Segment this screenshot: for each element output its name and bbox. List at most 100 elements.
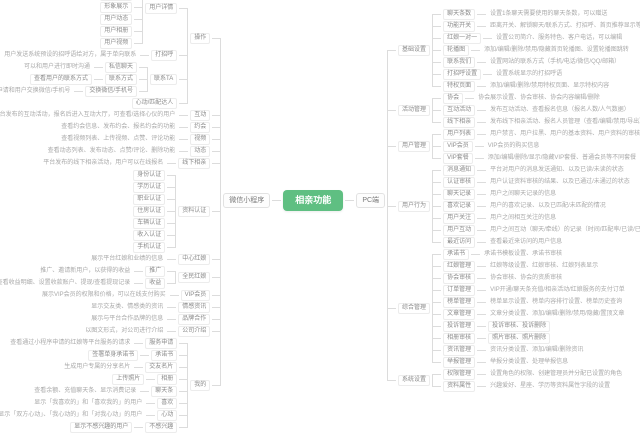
mindmap-node[interactable]: 承诺书	[151, 349, 178, 361]
mindmap-desc-leaf[interactable]: 协会展示设置、协会审核、协会内容编辑/删除	[478, 94, 600, 101]
mindmap-node[interactable]: 资料属性	[443, 380, 476, 392]
mindmap-node[interactable]: 推广	[145, 265, 166, 277]
mindmap-desc-leaf[interactable]: 推广、邀请新用户，以获得的收益	[40, 267, 131, 274]
mindmap-node[interactable]: 榜单管理	[443, 296, 476, 308]
mindmap-node[interactable]: 交换微信/手机号	[85, 85, 138, 97]
mindmap-desc-leaf[interactable]: 设置角色的权限、创建管理员并分配已设置的角色	[490, 370, 623, 377]
mindmap-node[interactable]: 线下相亲	[443, 116, 476, 128]
mindmap-desc-leaf[interactable]: 设置系统显示的打招呼语	[496, 70, 563, 77]
mindmap-desc-leaf[interactable]: 查看余额、充值聊天条、显示消费记录	[34, 387, 137, 394]
mindmap-node[interactable]: 全民红娘	[178, 271, 211, 283]
mindmap-node[interactable]: 收入认证	[133, 229, 166, 241]
mindmap-desc-leaf[interactable]: VIP会员的购买信息	[487, 142, 540, 149]
mindmap-node[interactable]: 身份认证	[133, 169, 166, 181]
mindmap-node[interactable]: 用户视频	[100, 37, 133, 49]
mindmap-desc-leaf[interactable]: 用户之间聊天记录的信息	[490, 190, 557, 197]
mindmap-node[interactable]: 显示不感兴趣的用户	[70, 421, 133, 433]
mindmap-node[interactable]: 情感资讯	[178, 301, 211, 313]
mindmap-desc-leaf[interactable]: 距离开关、解锁聊天/联系方式、打招呼、首页推荐显示等功能的设置	[490, 22, 640, 29]
mindmap-desc-leaf[interactable]: 发布互动活动、查看报名信息（报名人数/人气数据）	[490, 106, 630, 113]
mindmap-node[interactable]: 上传照片	[112, 373, 145, 385]
mindmap-node[interactable]: 联系我们	[443, 56, 476, 68]
mindmap-node[interactable]: 基础设置	[398, 44, 431, 56]
mindmap-desc-leaf[interactable]: 查看最近来访问的用户信息	[490, 238, 563, 245]
mindmap-node[interactable]: 收益	[145, 277, 166, 289]
mindmap-desc-leaf[interactable]: 显示「双方心动」、「我心动的」和「对我心动」的用户	[0, 411, 143, 418]
mindmap-node[interactable]: 红娘管理	[443, 260, 476, 272]
mindmap-node[interactable]: 形象展示	[100, 1, 133, 13]
mindmap-node[interactable]: 车辆认证	[133, 217, 166, 229]
mindmap-desc-leaf[interactable]: 展示与平台合作品牌的信息	[91, 315, 164, 322]
mindmap-node[interactable]: 相册审核	[443, 332, 476, 344]
mindmap-desc-leaf[interactable]: 平台发布的互动活动，报名后进入互动大厅，可查看/选择心仪的用户	[0, 111, 176, 118]
mindmap-node[interactable]: 约会	[190, 121, 211, 133]
mindmap-node[interactable]: 打招呼设置	[443, 68, 482, 80]
mindmap-node[interactable]: 用户动态	[100, 13, 133, 25]
mindmap-node[interactable]: 照片审核、照片删除	[488, 332, 551, 344]
mindmap-node[interactable]: 手机认证	[133, 241, 166, 253]
mindmap-node[interactable]: VIP会员	[443, 140, 473, 152]
mindmap-desc-leaf[interactable]: 承诺书模板设置、承诺书审核	[484, 250, 563, 257]
mindmap-desc-leaf[interactable]: 举报分类设置、处理举报信息	[490, 358, 569, 365]
mindmap-node[interactable]: 交友名片	[145, 361, 178, 373]
mindmap-node[interactable]: 中心红娘	[178, 253, 211, 265]
mindmap-node[interactable]: 用户关注	[443, 212, 476, 224]
mindmap-desc-leaf[interactable]: 生成用户专属的分享名片	[64, 363, 131, 370]
mindmap-desc-leaf[interactable]: 用户之间互动（聊天/牵线）的记录（时间/匹配率/已读/已回复）	[490, 226, 640, 233]
mindmap-desc-leaf[interactable]: 可以和用户进行即时沟通	[24, 63, 91, 70]
mindmap-node[interactable]: 联系方式	[105, 73, 138, 85]
mindmap-desc-leaf[interactable]: 设置1条聊天需要使用的聊天条数，可以赠送	[490, 10, 608, 17]
mindmap-node[interactable]: 公司介绍	[178, 325, 211, 337]
mindmap-node[interactable]: 我的	[190, 379, 211, 391]
mindmap-desc-leaf[interactable]: 设置公司简介、服务特色、客户电话，可以编辑	[496, 34, 623, 41]
mindmap-node[interactable]: 查看用户的联系方式	[30, 73, 93, 85]
mindmap-node[interactable]: 活动管理	[398, 104, 431, 116]
mindmap-node[interactable]: 特权页面	[443, 80, 476, 92]
mindmap-node[interactable]: 功能开关	[443, 20, 476, 32]
mindmap-node[interactable]: 互动	[190, 109, 211, 121]
mindmap-node[interactable]: 消息通知	[443, 164, 476, 176]
mindmap-node[interactable]: 用户行为	[398, 200, 431, 212]
mindmap-node[interactable]: 不感兴趣	[145, 421, 178, 433]
mindmap-desc-leaf[interactable]: 查看动态列表、发布动态、点赞/评论、删除功能	[47, 147, 176, 154]
mindmap-node[interactable]: 住房认证	[133, 205, 166, 217]
mindmap-node[interactable]: 投诉管理	[443, 320, 476, 332]
branch-topic[interactable]: 微信小程序	[223, 192, 271, 208]
mindmap-desc-leaf[interactable]: VIP开通/聊天条充值/相亲活动/红娘服务的支付订单	[490, 286, 625, 293]
mindmap-desc-leaf[interactable]: 查看收益明细、设置收款账户、提现/查看提现记录	[0, 279, 131, 286]
mindmap-desc-leaf[interactable]: 协会审核、协会的资质审核	[490, 274, 563, 281]
mindmap-desc-leaf[interactable]: 发布线下相亲活动、报名人员管理（查看/编辑/禁用/导出）	[490, 118, 640, 125]
mindmap-node[interactable]: 用户列表	[443, 128, 476, 140]
mindmap-desc-leaf[interactable]: 平台发布的线下相亲活动，用户可以在线报名	[43, 159, 164, 166]
mindmap-node[interactable]: 订单管理	[443, 284, 476, 296]
mindmap-node[interactable]: 投诉审核、投诉删除	[488, 320, 551, 332]
mindmap-node[interactable]: 用户互动	[443, 224, 476, 236]
mindmap-node[interactable]: 协会	[443, 92, 464, 104]
mindmap-node[interactable]: VIP套餐	[443, 152, 473, 164]
mindmap-node[interactable]: 综合管理	[398, 302, 431, 314]
mindmap-desc-leaf[interactable]: 查看约会信息、发布约会、报名约会的功能	[61, 123, 176, 130]
mindmap-node[interactable]: 用户管理	[398, 140, 431, 152]
mindmap-node[interactable]: 文章管理	[443, 308, 476, 320]
mindmap-node[interactable]: 聊天记录	[443, 188, 476, 200]
mindmap-desc-leaf[interactable]: 用户之间相互关注的信息	[490, 214, 557, 221]
mindmap-node[interactable]: 职业认证	[133, 193, 166, 205]
mindmap-node[interactable]: 最近访问	[443, 236, 476, 248]
mindmap-node[interactable]: 视频	[190, 133, 211, 145]
mindmap-desc-leaf[interactable]: 发起申请和用户交换微信/手机号	[0, 87, 71, 94]
mindmap-desc-leaf[interactable]: 添加/编辑/删除/禁用/隐藏首页轮播图、设置轮播图跳转	[484, 46, 629, 53]
mindmap-node[interactable]: 操作	[190, 32, 211, 44]
mindmap-node[interactable]: VIP会员	[180, 289, 211, 301]
mindmap-desc-leaf[interactable]: 用户认证资料审核的结果、以及已通过/未通过的状态	[490, 178, 630, 185]
mindmap-desc-leaf[interactable]: 用户发送系统预设的招呼语给对方，属于单向联系	[4, 51, 137, 58]
mindmap-node[interactable]: 权限管理	[443, 368, 476, 380]
mindmap-node[interactable]: 服务申请	[145, 337, 178, 349]
mindmap-node[interactable]: 喜欢记录	[443, 200, 476, 212]
mindmap-node[interactable]: 承诺书	[443, 248, 470, 260]
mindmap-node[interactable]: 系统设置	[398, 374, 431, 386]
mindmap-node[interactable]: 认证审核	[443, 176, 476, 188]
mindmap-node[interactable]: 心动/匹配达人	[131, 97, 178, 109]
mindmap-node[interactable]: 打招呼	[151, 49, 178, 61]
mindmap-node[interactable]: 举报管理	[443, 356, 476, 368]
mindmap-node[interactable]: 聊天条数	[443, 8, 476, 20]
